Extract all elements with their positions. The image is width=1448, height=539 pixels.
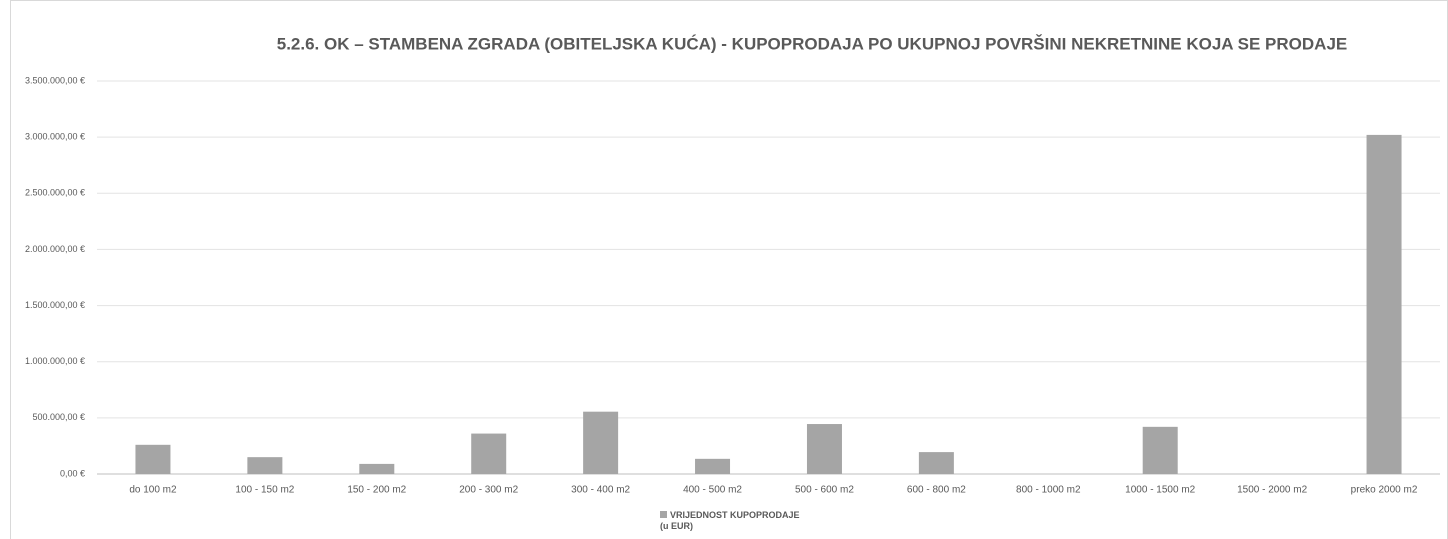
y-tick-label: 0,00 € [60,468,85,478]
x-tick-label: 200 - 300 m2 [459,485,518,496]
y-tick-label: 3.500.000,00 € [25,75,85,85]
bar [359,463,395,474]
x-tick-label: 1000 - 1500 m2 [1125,485,1195,496]
bar [806,424,842,474]
x-tick-label: 150 - 200 m2 [347,485,406,496]
bar [471,433,507,474]
y-tick-label: 2.500.000,00 € [25,188,85,198]
x-tick-label: preko 2000 m2 [1351,485,1418,496]
y-tick-label: 2.000.000,00 € [25,244,85,254]
legend-label: VRIJEDNOST KUPOPRODAJE (u EUR) [660,510,800,531]
bar [1366,134,1402,474]
chart-title: 5.2.6. OK – STAMBENA ZGRADA (OBITELJSKA … [277,34,1348,53]
x-tick-label: do 100 m2 [129,485,177,496]
bar [583,411,619,474]
bar [135,444,171,474]
y-tick-label: 500.000,00 € [32,412,85,422]
legend-swatch [660,511,667,518]
y-tick-label: 1.000.000,00 € [25,356,85,366]
legend: VRIJEDNOST KUPOPRODAJE (u EUR) [660,510,800,532]
x-tick-label: 600 - 800 m2 [907,485,966,496]
x-tick-label: 1500 - 2000 m2 [1237,485,1307,496]
bar [1142,426,1178,474]
x-tick-label: 400 - 500 m2 [683,485,742,496]
bar [918,452,954,474]
x-tick-label: 500 - 600 m2 [795,485,854,496]
bar [695,458,731,474]
bar [247,457,283,474]
x-tick-label: 100 - 150 m2 [235,485,294,496]
x-tick-label: 800 - 1000 m2 [1016,485,1081,496]
y-tick-label: 3.000.000,00 € [25,132,85,142]
y-tick-label: 1.500.000,00 € [25,300,85,310]
x-tick-label: 300 - 400 m2 [571,485,630,496]
